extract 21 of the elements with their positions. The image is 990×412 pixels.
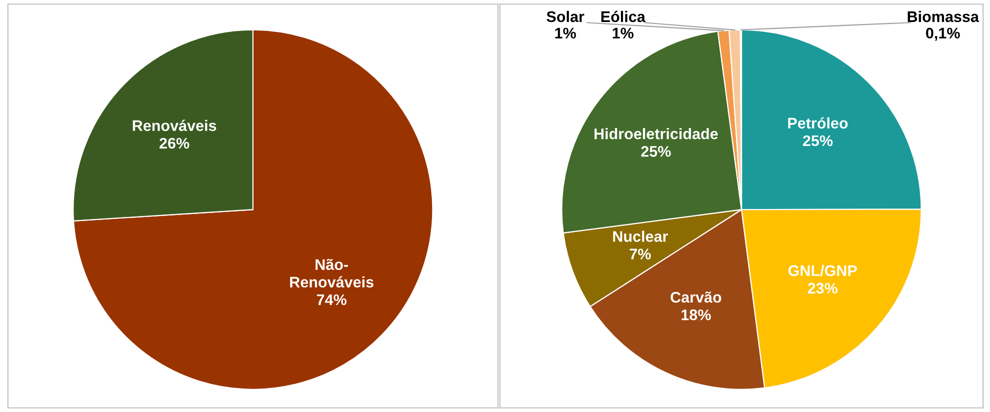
data-label: 26% (160, 138, 190, 149)
slice-label: Solar (546, 10, 584, 22)
data-label: 18% (682, 309, 711, 320)
pie-slice (72, 29, 434, 390)
slice-label: Biomassa (908, 10, 980, 22)
data-label: 1% (555, 28, 576, 39)
slice-label: Não- Renováveis (290, 258, 374, 288)
slice-label: Hidroeletricidade (594, 128, 718, 140)
data-label: 7% (630, 248, 651, 260)
slice-label: GNL/GNP (788, 264, 857, 276)
data-label: 25% (641, 146, 671, 157)
slice-label: Nuclear (613, 230, 668, 242)
data-label: 0,1% (926, 28, 960, 41)
data-label: 1% (612, 28, 634, 39)
slice-label: Renováveis (132, 120, 216, 132)
data-label: 25% (802, 135, 833, 146)
data-label: 23% (808, 282, 838, 294)
slice-label: Carvão (670, 292, 722, 303)
slice-label: Eólica (601, 10, 646, 22)
slice-label: Petróleo (788, 117, 848, 129)
data-label: 74% (316, 294, 346, 306)
